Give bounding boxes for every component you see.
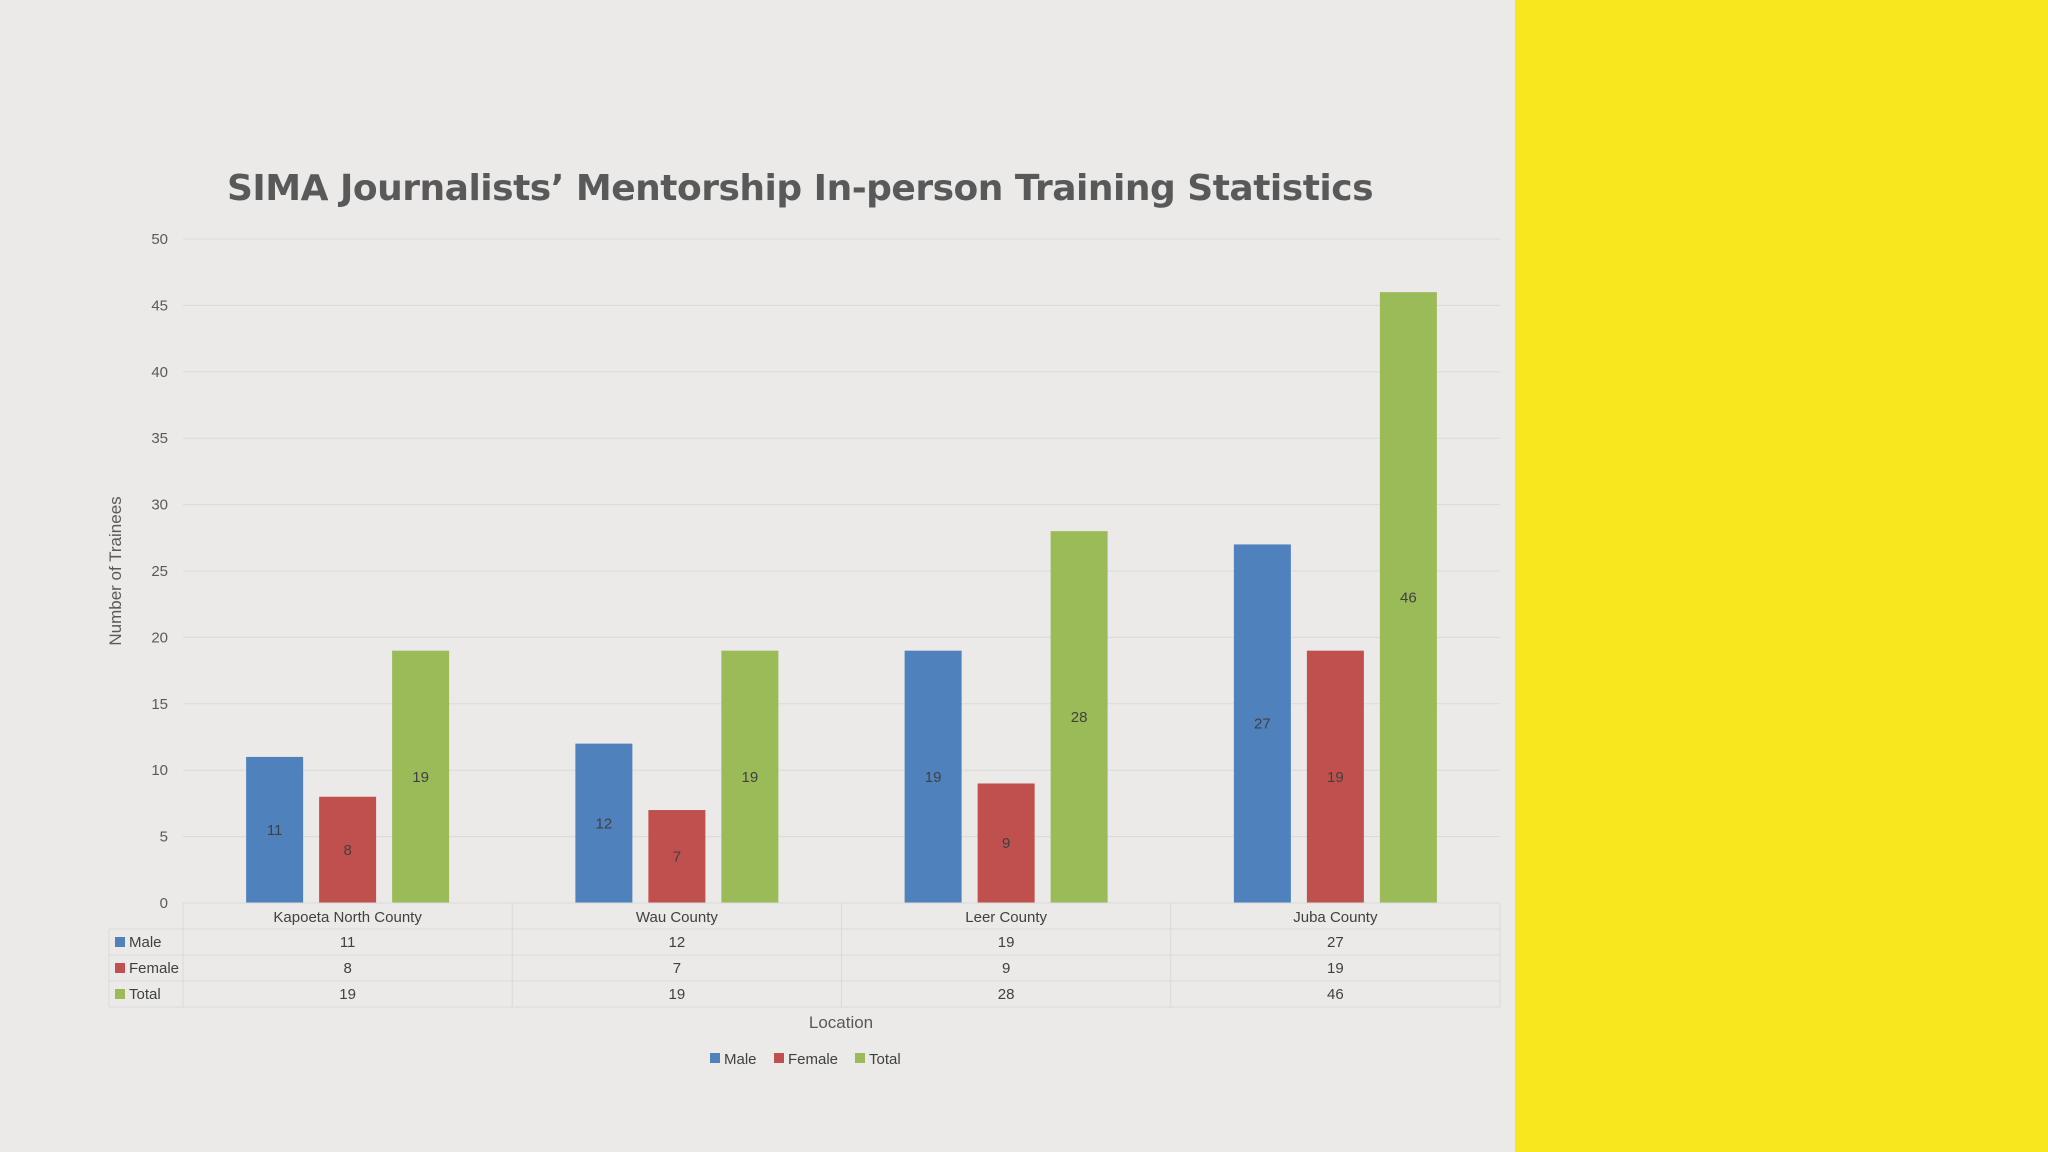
legend-swatch-female [774,1053,784,1063]
bar-total [1379,292,1437,903]
x-category-label: Juba County [1293,909,1378,926]
bar-value-label: 7 [673,849,681,866]
yellow-side-panel [1515,0,2048,1152]
chart-title: SIMA Journalists’ Mentorship In-person T… [226,168,1374,209]
bar-total [1050,531,1108,903]
data-labels: 11 8 19 12 7 19 19 9 28 27 19 46 [267,590,1417,866]
table-series-name: Total [129,986,161,1003]
table-cell: 12 [669,934,686,951]
table-cell: 19 [669,986,686,1003]
y-tick-label: 0 [160,895,168,912]
bar-value-label: 12 [596,815,613,832]
bar-female [648,810,706,903]
table-cell: 19 [998,934,1015,951]
bar-value-label: 46 [1400,590,1417,607]
y-tick-label: 10 [151,762,168,779]
y-tick-label: 35 [151,430,168,447]
legend-label-female: Female [788,1051,838,1068]
table-series-name: Female [129,960,179,977]
x-category-label: Wau County [636,909,718,926]
table-cell: 28 [998,986,1015,1003]
bar-female [977,783,1035,903]
y-tick-label: 25 [151,563,168,580]
legend-swatch-male [710,1053,720,1063]
table-cell: 27 [1327,934,1344,951]
bar-male [1233,544,1291,903]
table-cell: 46 [1327,986,1344,1003]
y-tick-label: 20 [151,629,168,646]
x-axis-title: Location [809,1013,873,1032]
table-key-swatch [115,937,125,947]
x-category-label: Leer County [965,909,1047,926]
bar-total [392,650,450,903]
bar-female [1306,650,1364,903]
bar-value-label: 28 [1071,709,1088,726]
table-cell: 7 [673,960,681,977]
y-tick-label: 50 [151,231,168,248]
bar-value-label: 19 [412,769,429,786]
table-series-name: Male [129,934,162,951]
legend-label-male: Male [724,1051,757,1068]
legend: Male Female Total [710,1051,901,1068]
y-tick-label: 15 [151,696,168,713]
y-tick-label: 30 [151,497,168,514]
bar-value-label: 19 [742,769,759,786]
bar-value-label: 9 [1002,835,1010,852]
bar-male [246,756,304,903]
table-cell: 8 [343,960,351,977]
y-axis-ticks: 0 5 10 15 20 25 30 35 40 45 50 [151,231,168,912]
bar-male [904,650,962,903]
bar-value-label: 27 [1254,716,1271,733]
bar-male [575,743,633,903]
bar-value-label: 19 [1327,769,1344,786]
bars [246,292,1437,903]
table-key-swatch [115,963,125,973]
bar-chart: 11 8 19 12 7 19 19 9 28 27 19 46 0 5 10 15 20 25 30 35 40 45… [106,231,1501,1068]
gridlines [183,238,1500,904]
y-axis-title: Number of Trainees [106,496,125,645]
y-tick-label: 40 [151,364,168,381]
x-category-label: Kapoeta North County [273,909,422,926]
bar-value-label: 11 [267,822,283,839]
table-cell: 19 [1327,960,1344,977]
bar-value-label: 19 [925,769,942,786]
legend-label-total: Total [869,1051,901,1068]
bar-total [721,650,779,903]
table-cell: 9 [1002,960,1010,977]
bar-value-label: 8 [343,842,351,859]
data-table: Kapoeta North County Wau County Leer Count… [108,902,1501,1008]
table-cell: 11 [340,934,356,951]
y-tick-label: 45 [151,297,168,314]
table-key-swatch [115,989,125,999]
bar-female [319,796,377,903]
legend-swatch-total [855,1053,865,1063]
table-cell: 19 [339,986,356,1003]
y-tick-label: 5 [160,829,168,846]
